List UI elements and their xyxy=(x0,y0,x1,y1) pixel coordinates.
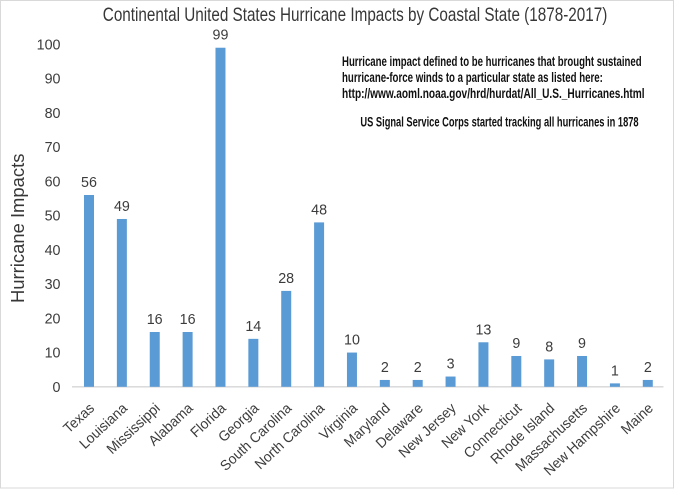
svg-text:14: 14 xyxy=(245,319,261,335)
svg-text:9: 9 xyxy=(512,336,520,352)
svg-text:US Signal Service Corps starte: US Signal Service Corps started tracking… xyxy=(360,115,638,130)
svg-text:16: 16 xyxy=(147,312,163,328)
svg-text:1: 1 xyxy=(611,363,619,379)
svg-text:9: 9 xyxy=(578,336,586,352)
svg-text:20: 20 xyxy=(45,311,61,327)
svg-text:0: 0 xyxy=(53,380,61,396)
svg-text:99: 99 xyxy=(213,28,229,44)
svg-text:10: 10 xyxy=(344,333,360,349)
svg-text:49: 49 xyxy=(114,199,130,215)
svg-text:60: 60 xyxy=(45,174,61,190)
svg-text:hurricane-force winds to a par: hurricane-force winds to a particular st… xyxy=(342,70,603,85)
svg-text:28: 28 xyxy=(278,271,294,287)
svg-text:56: 56 xyxy=(81,175,97,191)
svg-text:16: 16 xyxy=(180,312,196,328)
svg-text:90: 90 xyxy=(45,72,61,88)
svg-text:50: 50 xyxy=(45,209,61,225)
svg-text:Continental United States Hurr: Continental United States Hurricane Impa… xyxy=(103,4,608,26)
svg-text:13: 13 xyxy=(475,322,491,338)
svg-text:8: 8 xyxy=(545,339,553,355)
svg-text:2: 2 xyxy=(644,360,652,376)
svg-text:10: 10 xyxy=(45,346,61,362)
svg-text:http://www.aoml.noaa.gov/hrd/h: http://www.aoml.noaa.gov/hrd/hurdat/All_… xyxy=(342,86,645,101)
svg-text:70: 70 xyxy=(45,140,61,156)
svg-text:Hurricane impact defined to be: Hurricane impact defined to be hurricane… xyxy=(342,54,642,69)
svg-text:48: 48 xyxy=(311,202,327,218)
svg-text:3: 3 xyxy=(447,357,455,373)
svg-text:2: 2 xyxy=(414,360,422,376)
svg-text:100: 100 xyxy=(37,37,61,53)
svg-text:30: 30 xyxy=(45,277,61,293)
svg-text:80: 80 xyxy=(45,106,61,122)
svg-text:40: 40 xyxy=(45,243,61,259)
svg-text:Hurricane Impacts: Hurricane Impacts xyxy=(8,154,28,303)
svg-text:2: 2 xyxy=(381,360,389,376)
